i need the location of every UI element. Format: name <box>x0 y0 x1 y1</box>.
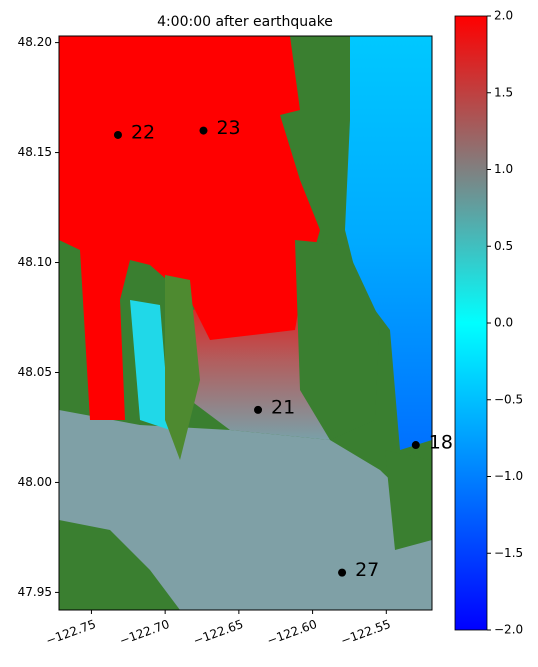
gauge-point <box>254 405 263 414</box>
y-tick-label: 48.15 <box>18 145 52 159</box>
gauge-point <box>411 441 420 450</box>
gauge-point <box>338 568 347 577</box>
gauge-label: 21 <box>271 396 295 418</box>
colorbar-tick-label: 2.0 <box>494 9 513 23</box>
colorbar-tick-label: −0.5 <box>494 392 523 406</box>
y-tick-label: 48.10 <box>18 255 52 269</box>
y-tick-label: 47.95 <box>18 585 52 599</box>
gauge-label: 27 <box>355 559 379 581</box>
x-tick-label: −122.65 <box>191 617 245 648</box>
colorbar-tick-label: −1.0 <box>494 469 523 483</box>
y-tick-label: 48.05 <box>18 365 52 379</box>
gauge-label: 23 <box>216 117 240 139</box>
x-tick-label: −122.70 <box>118 617 172 648</box>
chart-title: 4:00:00 after earthquake <box>157 14 333 30</box>
colorbar-tick-label: 1.0 <box>494 162 513 176</box>
colorbar-tick-label: 0.0 <box>494 316 513 330</box>
x-tick-label: −122.75 <box>44 617 98 648</box>
gauge-point <box>113 130 122 139</box>
y-tick-label: 48.00 <box>18 475 52 489</box>
colorbar <box>454 15 488 631</box>
x-tick-label: −122.55 <box>339 617 393 648</box>
colorbar-tick-label: 0.5 <box>494 239 513 253</box>
y-tick-label: 48.20 <box>18 35 52 49</box>
gauge-label: 22 <box>131 121 155 143</box>
x-tick-label: −122.60 <box>265 617 319 648</box>
plot-frame <box>58 35 433 611</box>
colorbar-tick-label: 1.5 <box>494 85 513 99</box>
colorbar-tick-label: −2.0 <box>494 623 523 637</box>
gauge-point <box>199 126 208 135</box>
gauge-label: 18 <box>429 432 453 454</box>
map <box>59 36 432 610</box>
colorbar-tick-label: −1.5 <box>494 546 523 560</box>
